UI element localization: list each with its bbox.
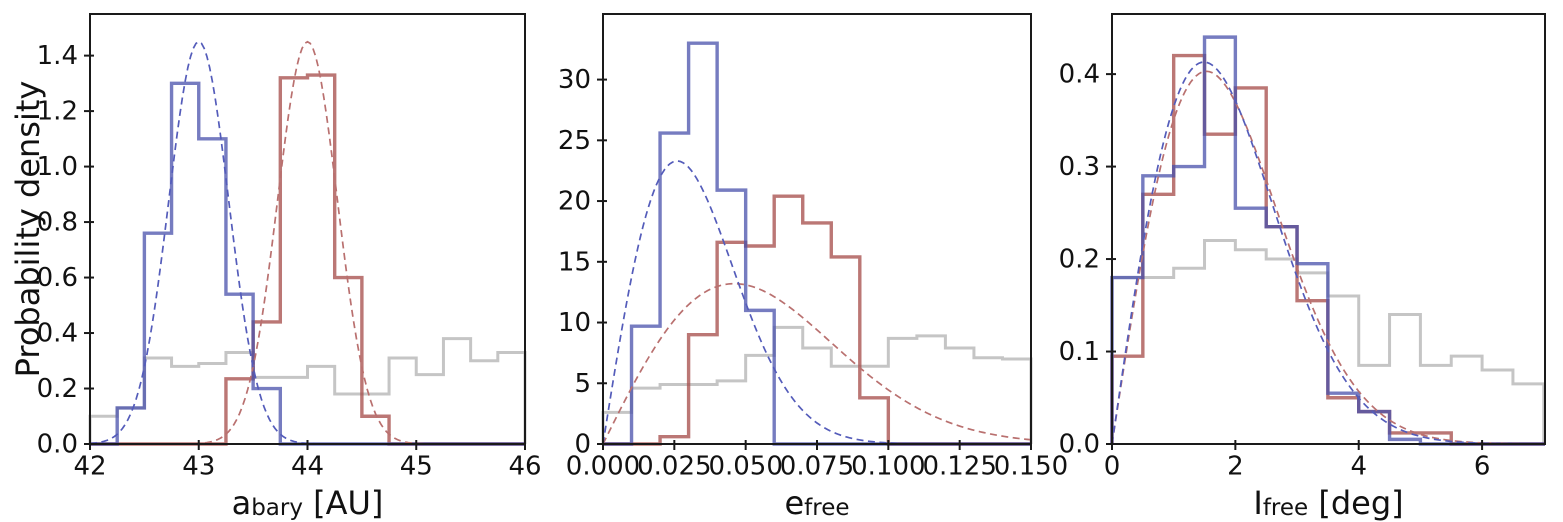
x-tick-label: 46 (508, 451, 541, 481)
x-tick-label: 0.150 (994, 451, 1068, 481)
y-tick-label: 0 (574, 430, 591, 460)
y-tick-label: 20 (558, 187, 591, 217)
axes-box (1111, 13, 1546, 445)
x-tick-label: 0.050 (708, 451, 782, 481)
red-posterior-histogram (90, 73, 525, 446)
y-tick-label: 0.2 (37, 374, 78, 404)
panel-ifree: 0 2 4 6 0.0 0.1 0.2 0.3 0.4 Ifree [deg] (1059, 13, 1546, 522)
red-gaussian-fit (90, 40, 525, 445)
gray-prior-histogram (601, 325, 1033, 444)
y-tick-label: 1.0 (37, 152, 78, 182)
x-tick-label: 43 (182, 451, 215, 481)
y-tick-label: 0.4 (37, 319, 78, 349)
x-tick-label: 42 (73, 451, 106, 481)
x-tick-label: 2 (1227, 451, 1244, 481)
axes-box (602, 13, 1032, 445)
y-tick-label: 0.6 (37, 263, 78, 293)
y-tick-label: 15 (558, 247, 591, 277)
x-tick-label: 6 (1474, 451, 1491, 481)
y-tick-label: 0.1 (1059, 337, 1100, 367)
gray-prior-histogram (1110, 239, 1546, 446)
y-tick-label: 0.8 (37, 208, 78, 238)
x-axis-label-efree: efree (784, 484, 849, 522)
y-tick-label: 0.4 (1059, 60, 1100, 90)
x-tick-label: 0 (1104, 451, 1121, 481)
y-tick-label: 5 (574, 369, 591, 399)
y-tick-label: 25 (558, 126, 591, 156)
x-tick-label: 4 (1350, 451, 1367, 481)
x-tick-label: 0.000 (566, 451, 640, 481)
x-tick-label: 44 (291, 451, 324, 481)
y-tick-label: 30 (558, 65, 591, 95)
x-tick-label: 45 (400, 451, 433, 481)
blue-posterior-histogram (603, 41, 1031, 446)
y-tick-label: 0.0 (37, 430, 78, 460)
red-posterior-histogram (603, 194, 1031, 446)
y-tick-label: 1.2 (37, 97, 78, 127)
y-tick-label: 0.0 (1059, 430, 1100, 460)
y-axis-label: Probability density (9, 81, 47, 378)
y-tick-label: 0.2 (1059, 245, 1100, 275)
gray-prior-histogram (88, 337, 527, 444)
x-tick-label: 0.075 (780, 451, 854, 481)
x-tick-label: 0.100 (851, 451, 925, 481)
x-axis-label-abary: abary [AU] (232, 484, 384, 522)
x-tick-label: 0.025 (637, 451, 711, 481)
panel-abary: 42 43 44 45 46 0.0 0.2 0.4 0.6 0.8 1.0 1.2 1.4 abary … (9, 13, 542, 522)
blue-rayleigh-fit (1111, 61, 1546, 445)
red-rayleigh-fit (602, 282, 1032, 445)
y-tick-label: 0.3 (1059, 152, 1100, 182)
y-tick-label: 1.4 (37, 41, 78, 71)
blue-gaussian-fit (89, 40, 525, 445)
blue-rayleigh-fit (602, 160, 1031, 445)
blue-posterior-histogram (90, 81, 525, 446)
x-axis-label-ifree: Ifree [deg] (1253, 484, 1403, 522)
y-tick-label: 10 (558, 308, 591, 338)
x-tick-label: 0.125 (922, 451, 996, 481)
blue-posterior-histogram (1110, 35, 1545, 446)
